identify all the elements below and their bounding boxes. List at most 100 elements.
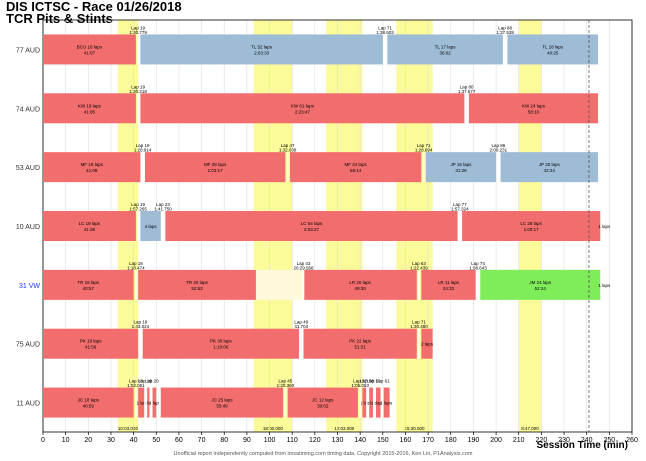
pit-marker <box>139 328 142 359</box>
stint-bar <box>43 152 141 183</box>
stint-bar <box>376 387 381 418</box>
x-tick-label: 100 <box>264 437 276 444</box>
stint-bar <box>160 387 284 418</box>
stint-label: PK 22 laps <box>349 339 372 344</box>
pit-marker <box>366 387 368 418</box>
stint-time: 41:07 <box>84 50 96 55</box>
stint-time: 1:10:00 <box>213 345 229 350</box>
pit-marker <box>302 269 305 300</box>
pit-marker <box>382 387 384 418</box>
pit-lap-label: Lap 59 <box>367 379 381 384</box>
row-end-label: 1 laps <box>598 224 611 229</box>
pit-time-label: 1:30.218 <box>129 89 147 94</box>
stint-label: LC 54 laps <box>301 221 323 226</box>
pit-lap-label: Lap 71 <box>378 25 392 30</box>
stint-label: 2 laps <box>372 401 385 406</box>
pit-marker <box>372 387 375 418</box>
pit-lap-label: Lap 80 <box>460 84 474 89</box>
pit-lap-label: Lap 18 <box>129 379 143 384</box>
stint-bar <box>147 387 150 418</box>
x-tick-label: 50 <box>152 437 160 444</box>
pit-marker <box>137 93 139 124</box>
pit-time-label: 1:05.063 <box>351 383 369 388</box>
x-tick-label: 140 <box>354 437 366 444</box>
pit-time-label: 1:02.081 <box>127 383 145 388</box>
caution-label: 10:03.000 <box>118 426 139 431</box>
x-tick-label: 110 <box>287 437 298 444</box>
stint-time: 36:02 <box>439 50 451 55</box>
stint-label: KW 24 laps <box>522 103 546 108</box>
stint-label: LC 19 laps <box>79 221 101 226</box>
pit-time-label: 1:37.538 <box>496 30 514 35</box>
stint-time: 52:24 <box>535 286 547 291</box>
stint-time: 41:05 <box>84 109 96 114</box>
stint-bar <box>382 387 390 418</box>
x-axis-label: Session Time (min) <box>536 440 628 451</box>
pit-marker <box>497 152 500 183</box>
row-label: 11 AUD <box>16 401 40 408</box>
pit-marker <box>477 269 479 300</box>
x-tick-label: 250 <box>604 437 616 444</box>
stint-label: LR 11 laps <box>438 280 460 285</box>
pit-marker <box>384 34 386 65</box>
stint-time: 30:02 <box>317 404 329 409</box>
stint-time: 55:49 <box>216 404 228 409</box>
stint-label: JP 15 laps <box>450 162 472 167</box>
stint-label: MF 28 laps <box>204 162 227 167</box>
stint-label: TR 20 laps <box>186 280 209 285</box>
stint-time: 58:14 <box>350 168 362 173</box>
stint-time: 43:34 <box>544 168 556 173</box>
pit-marker <box>465 93 468 124</box>
row-label: 31 VW <box>19 283 40 290</box>
x-tick-label: 40 <box>130 437 138 444</box>
stint-bar <box>138 269 256 300</box>
stint-bar <box>421 328 433 359</box>
stint-label: BCU 18 laps <box>77 44 103 49</box>
pit-lap-label: Lap 19 <box>134 320 148 325</box>
pit-marker <box>162 211 164 241</box>
stint-bar <box>142 328 299 359</box>
stint-label: KW 61 laps <box>291 103 315 108</box>
pit-time-label: 1:30.779 <box>129 30 147 35</box>
footer-note: Unofficial report independently computed… <box>173 451 473 457</box>
stint-label: JM 24 laps <box>529 280 552 285</box>
pit-time-label: 1:41.750 <box>154 207 172 212</box>
stint-bar <box>140 211 161 241</box>
x-tick-label: 20 <box>84 437 92 444</box>
x-tick-label: 120 <box>309 437 321 444</box>
pit-time-label: 1:43.024 <box>132 324 150 329</box>
pit-lap-label: Lap 61 <box>376 379 390 384</box>
pit-lap-label: Lap 43 <box>297 261 311 266</box>
stint-bar <box>289 152 422 183</box>
pit-marker <box>418 328 420 359</box>
stint-label: JC 18 laps <box>78 398 100 403</box>
pit-lap-label: Lap 18 <box>129 261 143 266</box>
x-tick-label: 230 <box>558 437 570 444</box>
stint-time: 40:59 <box>83 404 95 409</box>
pit-lap-label: Lap 19 <box>136 143 150 148</box>
pit-time-label: 1:20.360 <box>277 383 295 388</box>
pit-time-label: 1:18.474 <box>127 265 145 270</box>
stint-bar <box>468 93 599 124</box>
pit-marker <box>135 387 137 418</box>
stint-bar <box>43 211 136 241</box>
x-tick-label: 30 <box>107 437 115 444</box>
pit-marker <box>459 211 461 241</box>
stint-time: 2:03:27 <box>304 227 320 232</box>
stint-label: JC 12 laps <box>312 398 334 403</box>
stint-label: 1 lap <box>367 401 377 406</box>
pit-time-label: 1:28.914 <box>134 148 152 153</box>
pit-time-label: 1:57.265 <box>129 207 147 212</box>
x-tick-label: 260 <box>626 437 638 444</box>
pit-lap-label: Lap 19 <box>131 84 145 89</box>
stint-bar <box>507 34 599 65</box>
stint-label: 4 laps <box>145 224 158 229</box>
caution-label: 8:47.000 <box>521 426 539 431</box>
stint-bar <box>462 211 601 241</box>
x-tick-label: 170 <box>422 437 434 444</box>
stint-label: 2 laps <box>380 401 393 406</box>
pit-time-label: 1:38.603 <box>376 30 394 35</box>
x-tick-label: 10 <box>62 437 70 444</box>
pit-time-label: 1:22.439 <box>410 265 428 270</box>
x-tick-label: 90 <box>243 437 251 444</box>
